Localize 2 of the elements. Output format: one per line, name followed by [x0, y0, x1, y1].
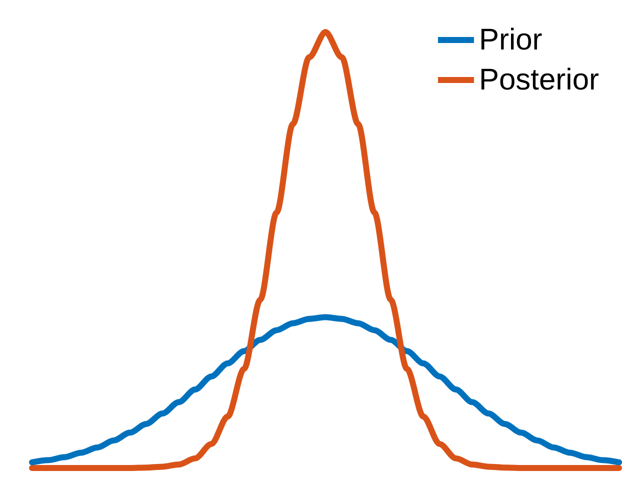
legend-label: Posterior [478, 64, 600, 96]
legend-label: Prior [478, 24, 542, 56]
